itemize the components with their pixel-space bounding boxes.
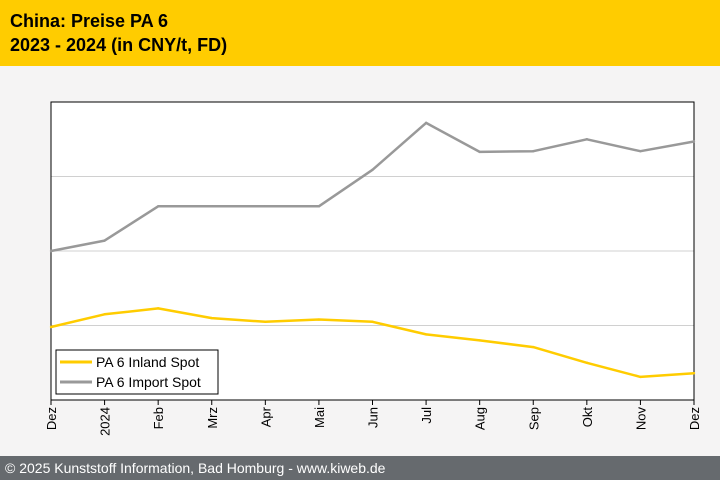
x-tick-label: Nov	[633, 407, 648, 431]
data-point	[532, 149, 535, 153]
data-point	[585, 361, 589, 364]
data-point	[103, 313, 106, 316]
legend-box	[55, 349, 219, 395]
data-point	[585, 138, 589, 141]
data-point	[532, 345, 535, 349]
data-point	[156, 205, 160, 208]
data-point	[210, 316, 213, 320]
x-tick-label: Dez	[687, 407, 702, 430]
x-tick-label: Feb	[151, 407, 166, 429]
legend-label: PA 6 Inland Spot	[96, 354, 199, 370]
data-point	[424, 121, 428, 125]
chart-subtitle: 2023 - 2024 (in CNY/t, FD)	[10, 35, 228, 55]
data-point	[478, 150, 481, 154]
data-point	[371, 320, 374, 323]
chart-area: Dez 2024 Feb Mrz Apr Mai Jun Jul Aug Sep Okt Nov Dez…	[0, 66, 720, 456]
data-point	[639, 375, 642, 379]
x-tick-label: Dez	[44, 407, 59, 430]
data-point	[49, 249, 53, 253]
data-point	[103, 239, 106, 242]
data-point	[371, 168, 374, 171]
data-point	[639, 149, 642, 153]
data-point	[264, 320, 267, 323]
chart-title: China: Preise PA 6	[10, 11, 169, 31]
x-tick-label: Jun	[366, 407, 381, 428]
line-chart: Dez 2024 Feb Mrz Apr Mai Jun Jul Aug Sep Okt Nov Dez…	[44, 101, 702, 436]
x-tick-label: Aug	[473, 407, 488, 430]
data-point	[317, 205, 321, 208]
data-point	[210, 205, 213, 208]
copyright-footer: © 2025 Kunststoff Information, Bad Hombu…	[0, 456, 720, 480]
x-tick-label: Mai	[312, 407, 327, 428]
data-point	[424, 333, 428, 336]
x-tick-label: Sep	[526, 407, 541, 430]
x-tick-label: 2024	[98, 407, 113, 436]
data-point	[478, 339, 481, 342]
data-point	[692, 371, 696, 375]
x-tick-label: Mrz	[205, 407, 220, 429]
chart-header: China: Preise PA 6 2023 - 2024 (in CNY/t…	[0, 0, 720, 66]
x-tick-label: Jul	[419, 407, 434, 424]
data-point	[156, 307, 160, 310]
data-point	[49, 325, 53, 329]
legend-label: PA 6 Import Spot	[96, 374, 201, 390]
data-point	[264, 205, 267, 208]
x-tick-label: Apr	[258, 406, 273, 427]
x-tick-label: Okt	[580, 407, 595, 428]
data-point	[317, 318, 321, 321]
data-point	[692, 140, 696, 143]
